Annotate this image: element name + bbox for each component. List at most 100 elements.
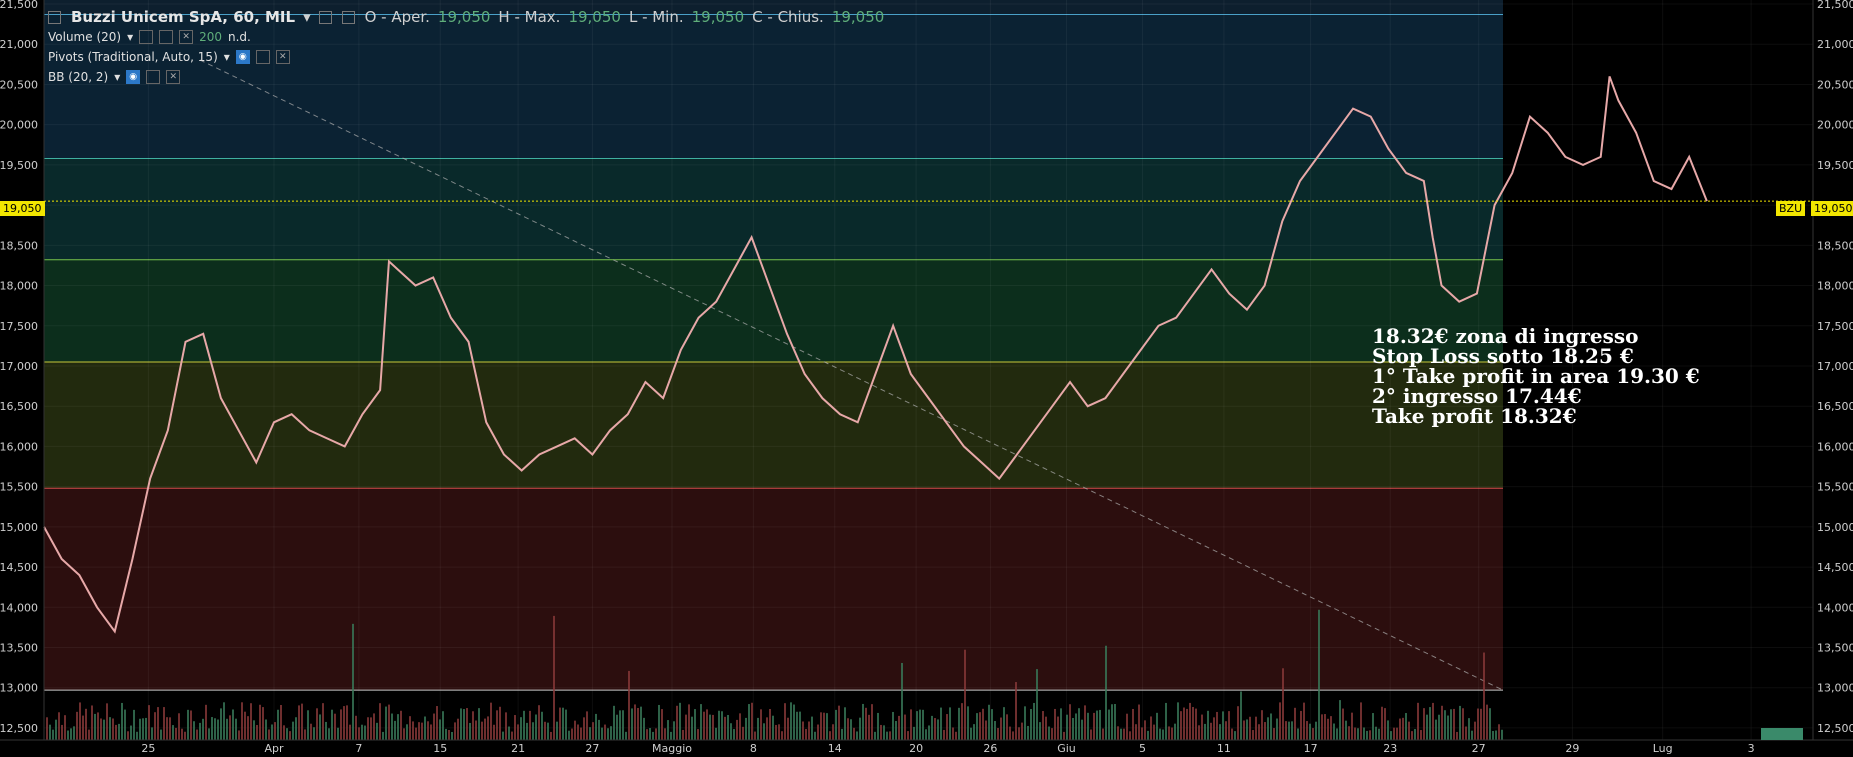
eye-icon[interactable] — [139, 30, 154, 44]
volume-bar — [1492, 730, 1494, 740]
eye-icon[interactable]: ◉ — [126, 70, 141, 84]
volume-bar — [826, 713, 828, 740]
y-tick-label-left: 16,000 — [0, 440, 38, 453]
close-icon[interactable]: ✕ — [275, 50, 290, 64]
chevron-down-icon[interactable]: ▾ — [223, 50, 230, 64]
symbol-title[interactable]: Buzzi Unicem SpA, 60, MIL — [71, 8, 296, 26]
volume-bar — [172, 725, 174, 740]
volume-bar — [481, 721, 483, 740]
volume-bar — [163, 707, 165, 740]
chevron-down-icon[interactable]: ▾ — [303, 8, 311, 26]
settings-icon[interactable] — [159, 30, 174, 44]
volume-bar — [445, 728, 447, 740]
volume-bar — [736, 719, 738, 740]
volume-bar — [781, 731, 783, 740]
x-tick-label: 27 — [1472, 742, 1486, 755]
volume-bar — [856, 731, 858, 740]
pivots-indicator-label[interactable]: Pivots (Traditional, Auto, 15) — [48, 50, 218, 64]
volume-bar — [595, 713, 597, 740]
volume-bar — [550, 731, 552, 740]
volume-bar — [751, 702, 753, 740]
volume-bar — [988, 704, 990, 740]
volume-bar — [559, 707, 561, 740]
volume-bar — [727, 715, 729, 740]
volume-bar — [175, 727, 177, 740]
volume-bar — [202, 718, 204, 740]
eye-icon[interactable]: ◉ — [235, 50, 250, 64]
volume-bar — [805, 728, 807, 740]
pivot-zone — [44, 158, 1503, 260]
volume-bar — [850, 719, 852, 740]
volume-bar — [1075, 713, 1077, 740]
close-icon[interactable]: ✕ — [166, 70, 181, 84]
volume-bar — [1198, 725, 1200, 740]
volume-bar — [1000, 717, 1002, 740]
x-tick-label: 20 — [909, 742, 923, 755]
volume-bar — [739, 713, 741, 740]
volume-bar — [802, 721, 804, 740]
volume-bar — [190, 710, 192, 740]
volume-bar — [103, 719, 105, 740]
volume-bar — [886, 731, 888, 740]
chevron-down-icon[interactable]: ▾ — [114, 70, 121, 84]
volume-bar — [1306, 721, 1308, 740]
volume-bar — [901, 662, 903, 740]
annotation-line-takeprofit2: Take profit 18.32€ — [1372, 404, 1577, 428]
collapse-icon[interactable] — [48, 10, 61, 24]
chevron-down-icon[interactable]: ▾ — [127, 30, 134, 44]
volume-bar — [1468, 718, 1470, 740]
settings-icon[interactable] — [146, 70, 161, 84]
volume-bar — [715, 727, 717, 740]
eye-icon[interactable] — [318, 10, 332, 24]
volume-bar — [535, 714, 537, 740]
volume-bar — [700, 704, 702, 740]
volume-bar — [889, 731, 891, 740]
volume-bar — [1480, 708, 1482, 740]
volume-bar — [871, 704, 873, 740]
annotation-line-stoploss: Stop Loss sotto 18.25 € — [1372, 344, 1634, 368]
open-value: 19,050 — [437, 8, 491, 26]
volume-indicator-label[interactable]: Volume (20) — [48, 30, 122, 44]
volume-bar — [1318, 609, 1320, 740]
bb-indicator-label[interactable]: BB (20, 2) — [48, 70, 109, 84]
volume-bar — [1135, 724, 1137, 740]
volume-indicator-row[interactable]: Volume (20) ▾ ✕ 200 n.d. — [48, 30, 251, 44]
volume-bar — [526, 722, 528, 740]
close-icon[interactable]: ✕ — [179, 30, 194, 44]
volume-bar — [649, 727, 651, 740]
volume-bar — [154, 712, 156, 740]
volume-bar — [100, 718, 102, 740]
volume-bar — [1285, 721, 1287, 740]
volume-bar — [1444, 710, 1446, 740]
pivot-zone — [44, 361, 1503, 489]
volume-bar — [265, 719, 267, 740]
volume-bar — [1414, 729, 1416, 740]
volume-bar — [346, 705, 348, 740]
volume-bar — [238, 730, 240, 740]
volume-bar — [1324, 714, 1326, 740]
volume-bar — [841, 728, 843, 740]
volume-bar — [373, 713, 375, 740]
volume-bar — [1006, 714, 1008, 740]
settings-icon[interactable] — [255, 50, 270, 64]
volume-bar — [139, 718, 141, 740]
volume-bar — [46, 717, 48, 740]
volume-bar — [916, 711, 918, 740]
bb-indicator-row[interactable]: BB (20, 2) ▾ ◉ ✕ — [48, 70, 181, 84]
volume-bar — [940, 707, 942, 740]
pivots-indicator-row[interactable]: Pivots (Traditional, Auto, 15) ▾ ◉ ✕ — [48, 50, 290, 64]
volume-bar — [985, 720, 987, 740]
volume-bar — [391, 713, 393, 740]
settings-icon[interactable] — [341, 10, 355, 24]
volume-bar — [91, 705, 93, 740]
volume-bar — [967, 706, 969, 740]
volume-bar — [760, 709, 762, 740]
y-tick-label-left: 19,500 — [0, 159, 38, 172]
volume-bar — [757, 717, 759, 740]
volume-bar — [292, 721, 294, 740]
x-tick-label: Lug — [1653, 742, 1673, 755]
volume-bar — [256, 725, 258, 740]
volume-bar — [1276, 718, 1278, 740]
volume-bar — [211, 717, 213, 740]
